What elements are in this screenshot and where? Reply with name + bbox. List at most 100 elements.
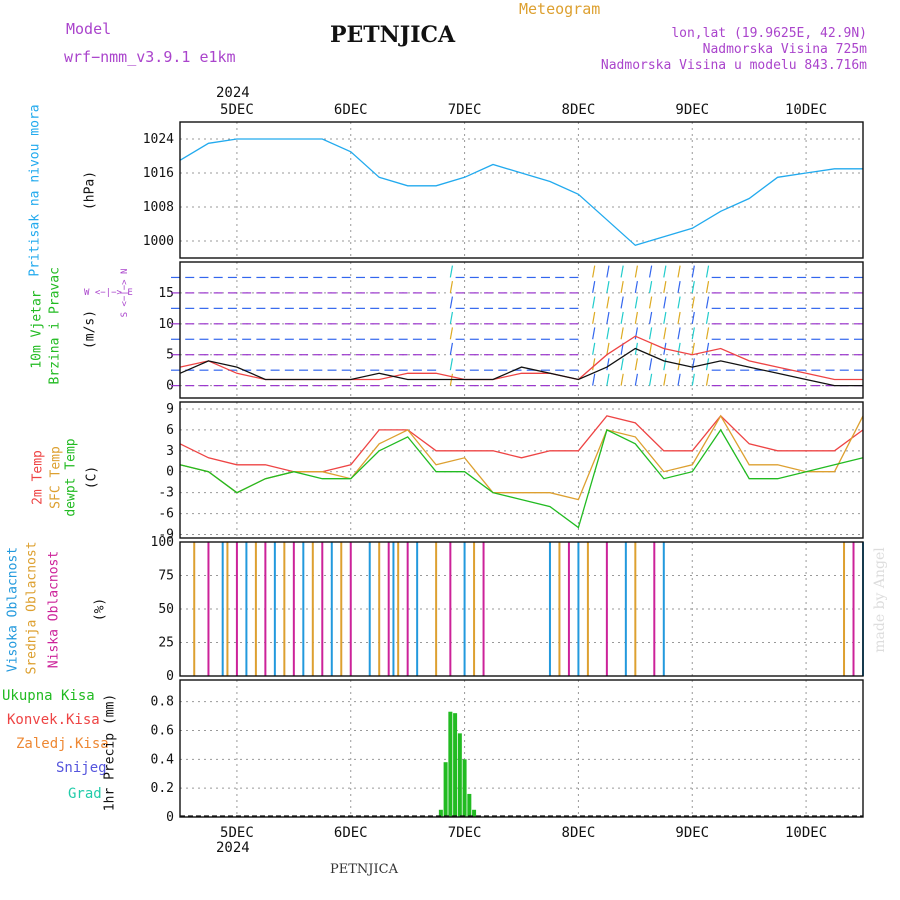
wind-frame (179, 261, 864, 399)
wind-arrow (705, 342, 710, 355)
wind-arrow (449, 265, 454, 278)
wind-arrow (606, 358, 610, 371)
wind-arrow (620, 265, 624, 278)
precip-bar (443, 762, 448, 817)
wind-arrow (677, 373, 681, 386)
wind-series-0 (179, 335, 863, 381)
day-label-bottom-2: 7DEC (448, 825, 482, 841)
precip-ytick-4: 0.8 (151, 695, 174, 710)
wind-arrow (449, 342, 454, 355)
temp-ytick-2: -3 (158, 486, 174, 501)
wind-ytick-0: 0 (166, 379, 174, 394)
wind-arrow (592, 342, 596, 355)
wind-arrow (620, 311, 624, 324)
wind-arrow (648, 280, 653, 294)
temp-ytick-4: 3 (166, 444, 174, 459)
day-label-bottom-0: 5DEC (220, 825, 254, 841)
wind-arrow (648, 342, 653, 355)
wind-arrow (705, 373, 710, 386)
wind-compass-we: W <−|−> E (84, 288, 133, 298)
day-label-top-1: 6DEC (334, 102, 368, 118)
wind-arrow (634, 311, 639, 324)
wind-arrow (705, 265, 710, 278)
wind-arrow (705, 311, 710, 324)
wind-arrow (634, 358, 639, 371)
wind-arrow (663, 373, 667, 386)
wind-arrow (648, 327, 653, 340)
precip-legend-conv: Konvek.Kisa (7, 712, 100, 728)
pressure-series-0 (179, 138, 863, 247)
wind-arrow (592, 280, 596, 294)
cloud-ytick-3: 75 (158, 569, 174, 584)
wind-arrow (648, 373, 653, 386)
day-label-top-3: 8DEC (562, 102, 596, 118)
day-label-bottom-3: 8DEC (562, 825, 596, 841)
precip-bar (448, 711, 453, 817)
wind-arrow (606, 265, 610, 278)
wind-series-1 (179, 347, 863, 387)
wind-arrow (449, 358, 454, 371)
precip-legend-hail: Grad (68, 786, 102, 802)
wind-arrow (677, 342, 681, 355)
lonlat-text: lon,lat (19.9625E, 42.9N) (671, 26, 867, 41)
wind-arrow (691, 373, 695, 386)
wind-arrow (691, 296, 695, 309)
wind-arrow (634, 296, 639, 309)
model-elevation-text: Nadmorska Visina u modelu 843.716m (600, 58, 867, 73)
wind-arrow (592, 327, 596, 340)
product-title: Meteogram (519, 0, 601, 18)
day-label-bottom-1: 6DEC (334, 825, 368, 841)
precip-frame (179, 679, 864, 818)
day-label-top-4: 9DEC (675, 102, 709, 118)
wind-arrow (606, 342, 610, 355)
temp-ytick-5: 6 (166, 423, 174, 438)
wind-arrow (705, 296, 710, 309)
temp-ytick-6: 9 (166, 402, 174, 417)
pressure-ytick-3: 1024 (143, 132, 174, 147)
wind-arrow (449, 296, 454, 309)
precip-ytick-3: 0.6 (151, 723, 174, 738)
precip-bar (453, 713, 458, 817)
wind-panel: 0 5 10 15 (158, 261, 864, 399)
wind-ytick-3: 15 (158, 286, 174, 301)
wind-arrow (592, 358, 596, 371)
wind-arrow (663, 358, 667, 371)
wind-arrow (634, 265, 639, 278)
precip-panel: 0 0.2 0.4 0.6 0.8 (151, 679, 864, 825)
wind-arrow (648, 265, 653, 278)
precip-legend-snow: Snijeg (56, 760, 107, 776)
wind-arrow (691, 311, 695, 324)
wind-arrow (592, 265, 596, 278)
wind-arrow (691, 327, 695, 340)
wind-arrow (677, 265, 681, 278)
cloud-ytick-2: 50 (158, 602, 174, 617)
wind-arrow (705, 280, 710, 294)
wind-arrow (663, 265, 667, 278)
precip-legend-freezing: Zaledj.Kisa (16, 736, 109, 752)
wind-arrow (648, 358, 653, 371)
wind-ytick-1: 5 (166, 348, 174, 363)
page-title: PETNJICA (330, 22, 456, 48)
cloud-panel: 0 25 50 75 100 (151, 535, 864, 684)
wind-arrow (663, 280, 667, 294)
year-top: 2024 (216, 85, 250, 101)
wind-arrow (691, 265, 695, 278)
wind-arrow (620, 280, 624, 294)
wind-arrow (606, 327, 610, 340)
footer-station: PETNJICA (330, 862, 398, 877)
cloud-ytick-4: 100 (151, 535, 174, 550)
wind-arrow (648, 296, 653, 309)
temp-ytick-0: -9 (158, 528, 174, 543)
wind-arrow (449, 311, 454, 324)
wind-arrow (592, 311, 596, 324)
cloud-frame (179, 541, 864, 677)
wind-arrow (691, 358, 695, 371)
wind-arrow (449, 327, 454, 340)
precip-ytick-0: 0 (166, 810, 174, 825)
temp-series-0 (179, 414, 864, 473)
wind-arrow (677, 296, 681, 309)
precip-ytick-1: 0.2 (151, 781, 174, 796)
precip-bar (438, 809, 443, 817)
wind-arrow (663, 327, 667, 340)
model-name: wrf−nmm_v3.9.1 e1km (64, 48, 236, 66)
